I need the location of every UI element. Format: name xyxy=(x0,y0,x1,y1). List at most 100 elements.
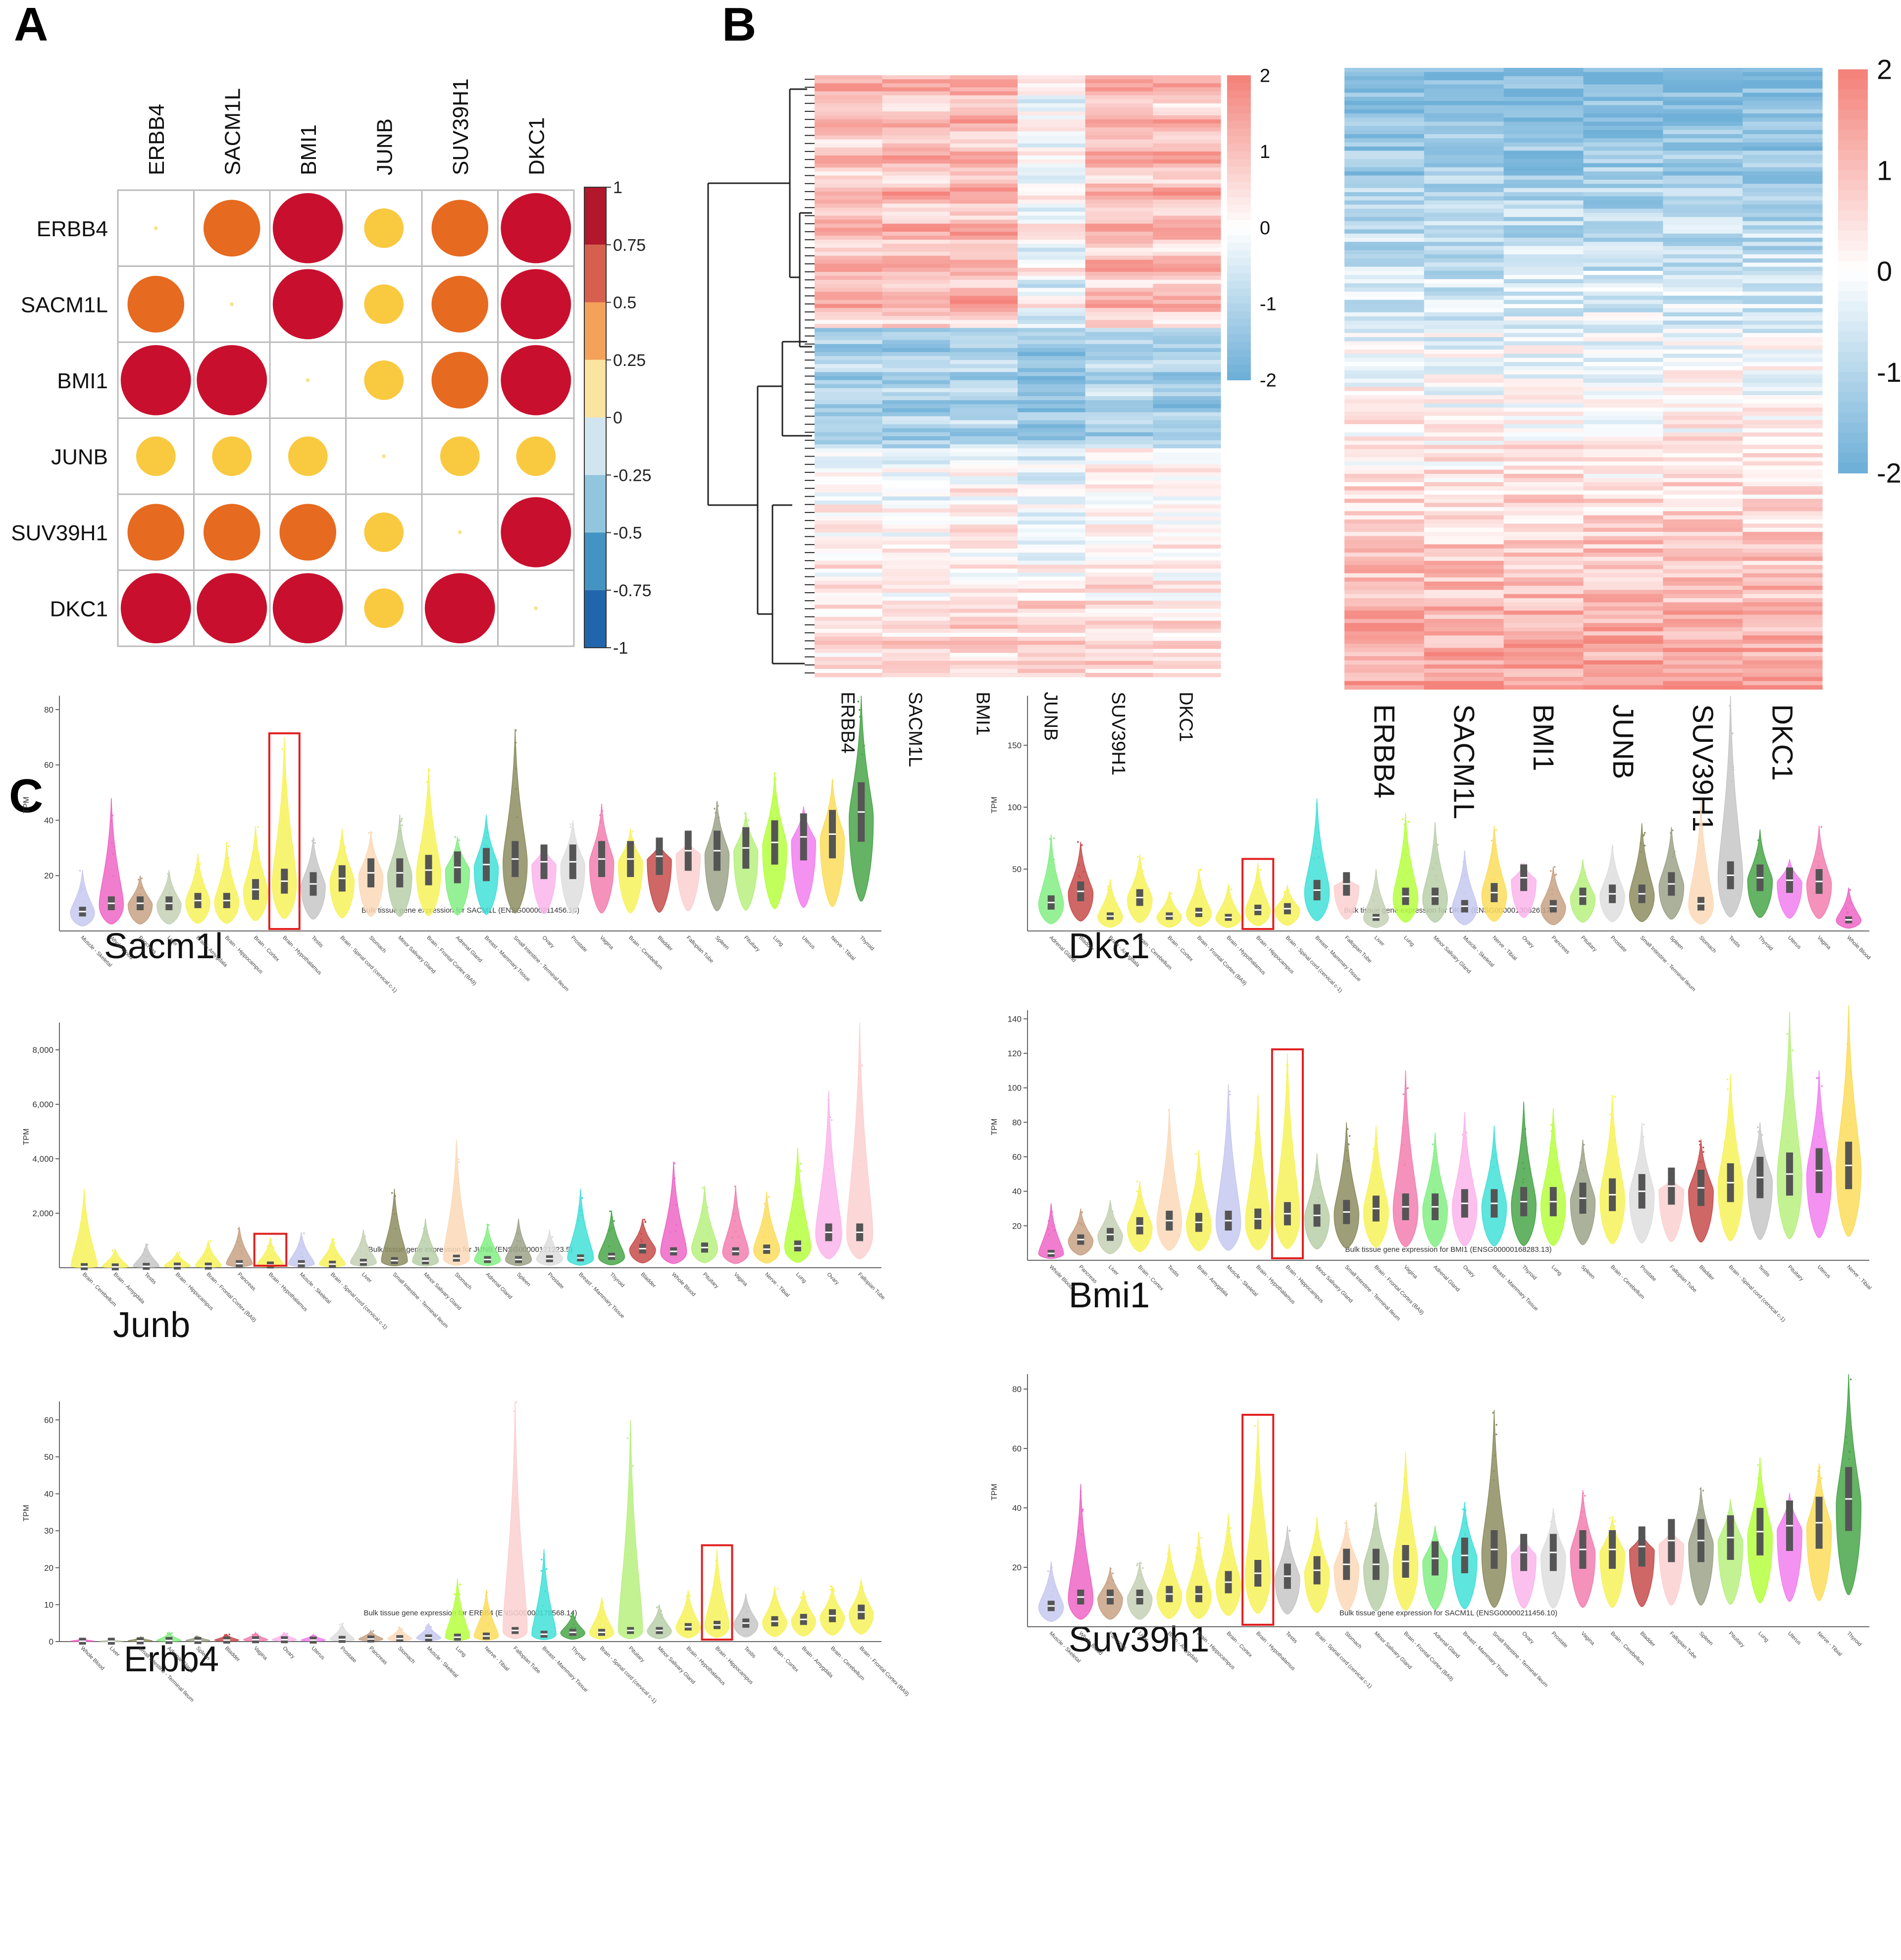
heat1-cell xyxy=(815,271,883,276)
violin-point xyxy=(1171,1564,1173,1566)
heat1-cell xyxy=(815,396,883,401)
heat2-cell xyxy=(1663,171,1743,176)
heat-colorbar-step xyxy=(1227,98,1251,106)
heat1-cell xyxy=(1085,528,1153,533)
heat2-cell xyxy=(1583,279,1663,284)
heat1-cell xyxy=(882,572,950,577)
heat1-cell xyxy=(882,516,950,521)
violin-point xyxy=(551,1236,554,1238)
heat2-cell xyxy=(1424,469,1504,474)
violin-point xyxy=(827,1168,830,1170)
heat1-cell xyxy=(1018,504,1086,509)
corr-row-label: JUNB xyxy=(51,445,108,469)
violin-point xyxy=(1081,1508,1084,1511)
heat1-cell xyxy=(1153,75,1221,80)
violin-point xyxy=(1227,907,1229,909)
heat2-cell xyxy=(1344,441,1425,445)
heat1-cell xyxy=(1153,175,1221,180)
violin-point xyxy=(226,857,228,860)
heat1-cell xyxy=(1018,613,1086,618)
heat2-cell xyxy=(1503,602,1584,607)
heat2-cell xyxy=(1424,461,1504,466)
violin-point xyxy=(832,801,834,804)
violin-point xyxy=(1228,1536,1230,1538)
heat1-cell xyxy=(1018,628,1086,633)
heat-colorbar-step xyxy=(1227,227,1251,236)
heat1-cell xyxy=(950,561,1018,565)
violin-point xyxy=(794,1187,797,1189)
violin-point xyxy=(1258,1522,1261,1524)
heat1-cell xyxy=(882,332,950,337)
heat2-cell xyxy=(1663,362,1743,366)
heat2-cell xyxy=(1344,536,1425,541)
heat2-cell xyxy=(1663,179,1743,184)
heat1-cell xyxy=(1018,308,1086,312)
heat1-cell xyxy=(815,628,883,633)
heat2-cell xyxy=(1663,412,1743,416)
violin-point xyxy=(301,1255,303,1258)
violin-point xyxy=(1731,780,1734,782)
heat1-cell xyxy=(1018,131,1086,136)
heat1-cell xyxy=(815,488,883,493)
violin-point xyxy=(574,1626,576,1629)
violin-shape xyxy=(443,1139,470,1266)
heat2-cell xyxy=(1583,225,1663,230)
violin-point xyxy=(685,1616,687,1618)
heat1-cell xyxy=(1153,572,1221,577)
heat1-cell xyxy=(1085,103,1153,108)
heat1-cell xyxy=(1153,508,1221,513)
heat-colorbar-step xyxy=(1227,334,1251,343)
heat2-cell xyxy=(1743,681,1823,686)
heat1-cell xyxy=(815,609,883,613)
heat2-cell xyxy=(1344,424,1425,429)
heat2-cell xyxy=(1344,324,1425,329)
heat2-cell xyxy=(1344,382,1425,387)
corr-colorbar-label: 1 xyxy=(613,178,622,197)
heat2-cell xyxy=(1583,565,1663,569)
heat2-cell xyxy=(1743,84,1823,89)
heat1-cell xyxy=(1018,344,1086,349)
heat2-cell xyxy=(1424,527,1504,532)
heat2-cell xyxy=(1424,134,1504,139)
heat2-cell xyxy=(1344,80,1425,85)
corr-circle xyxy=(272,573,343,644)
corr-column-labels: ERBB4 SACM1L BMI1 JUNB SUV39H1 DKC1 xyxy=(145,78,549,175)
violin-point xyxy=(1169,896,1171,899)
heat1-cell xyxy=(1085,316,1153,320)
heat2-cell xyxy=(1663,233,1743,238)
heat1-cell xyxy=(815,308,883,312)
heat1-cell xyxy=(950,267,1018,272)
heat2-cell xyxy=(1344,121,1425,126)
heat2-cell xyxy=(1743,291,1823,296)
corr-circle xyxy=(382,454,386,459)
heat2-cell xyxy=(1503,490,1584,495)
heat1-cell xyxy=(1085,613,1153,618)
heat1-cell xyxy=(1018,576,1086,581)
heat1-cell xyxy=(882,496,950,501)
heat2-cell xyxy=(1743,229,1823,234)
heat2-cell xyxy=(1663,72,1743,77)
heat1-cell xyxy=(882,131,950,136)
heat2-cell xyxy=(1344,648,1425,653)
heat2-cell xyxy=(1424,669,1504,673)
heat2-cell xyxy=(1503,540,1584,545)
violin-point xyxy=(1078,1530,1079,1532)
violin-point xyxy=(731,1237,734,1238)
heat2-cell xyxy=(1663,540,1743,545)
heat1-cell xyxy=(815,592,883,597)
heat2-cell xyxy=(1344,391,1425,396)
heat1-cell xyxy=(950,332,1018,337)
violin-y-tick-label: 60 xyxy=(1012,1152,1022,1162)
heat2-cell xyxy=(1344,494,1425,499)
heat1-cell xyxy=(1085,191,1153,196)
heat2-cell xyxy=(1743,598,1823,603)
heat2-cell xyxy=(1583,627,1663,632)
heat2-cell xyxy=(1344,275,1425,280)
heat2-cell xyxy=(1663,511,1743,516)
heat2-cell xyxy=(1663,105,1743,110)
heat1-cell xyxy=(950,360,1018,364)
heat2-cell xyxy=(1344,681,1425,686)
heat1-cell xyxy=(1085,223,1153,228)
heat1-cell xyxy=(950,588,1018,593)
violin-point xyxy=(546,1252,548,1254)
